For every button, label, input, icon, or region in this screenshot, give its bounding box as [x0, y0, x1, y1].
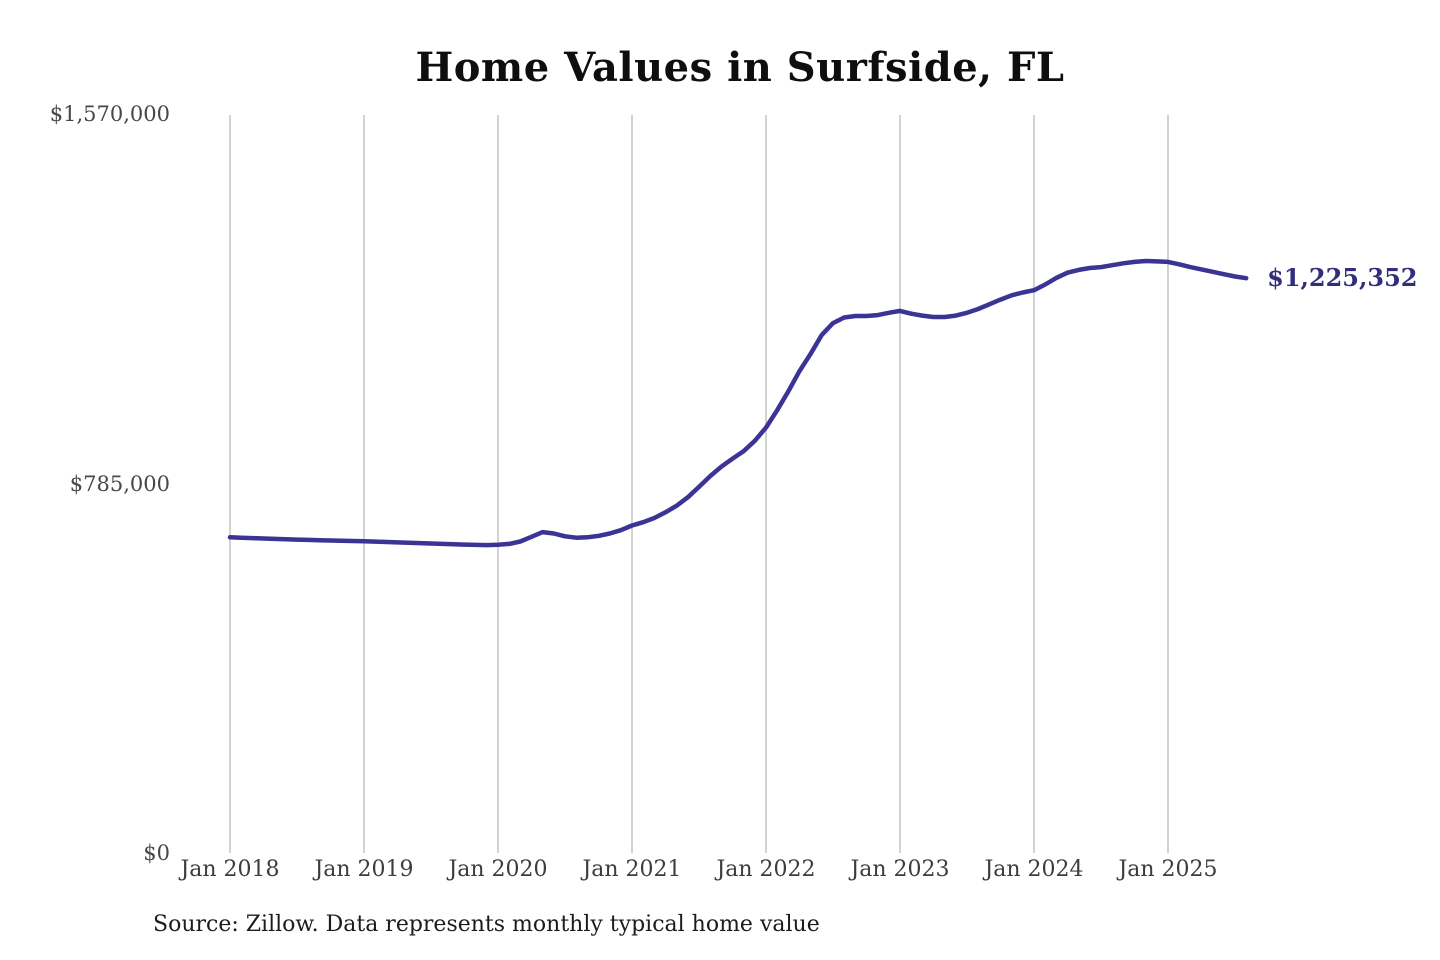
source-note: Source: Zillow. Data represents monthly …	[153, 912, 820, 937]
chart-title: Home Values in Surfside, FL	[415, 44, 1065, 91]
y-tick-label: $785,000	[69, 471, 170, 496]
y-tick-label: $0	[143, 841, 170, 865]
x-tick-label: Jan 2024	[984, 857, 1084, 882]
home-value-line	[227, 258, 1249, 548]
x-tick-label: Jan 2020	[448, 857, 548, 882]
latest-value-label: $1,225,352	[1267, 263, 1418, 293]
x-tick-label: Jan 2018	[180, 857, 280, 882]
x-tick-label: Jan 2021	[582, 857, 682, 882]
y-tick-label: $1,570,000	[49, 102, 170, 126]
gridlines	[229, 115, 1169, 853]
x-tick-label: Jan 2025	[1118, 857, 1218, 882]
x-tick-label: Jan 2022	[716, 857, 816, 882]
x-tick-label: Jan 2019	[314, 857, 414, 882]
x-tick-label: Jan 2023	[850, 857, 950, 882]
